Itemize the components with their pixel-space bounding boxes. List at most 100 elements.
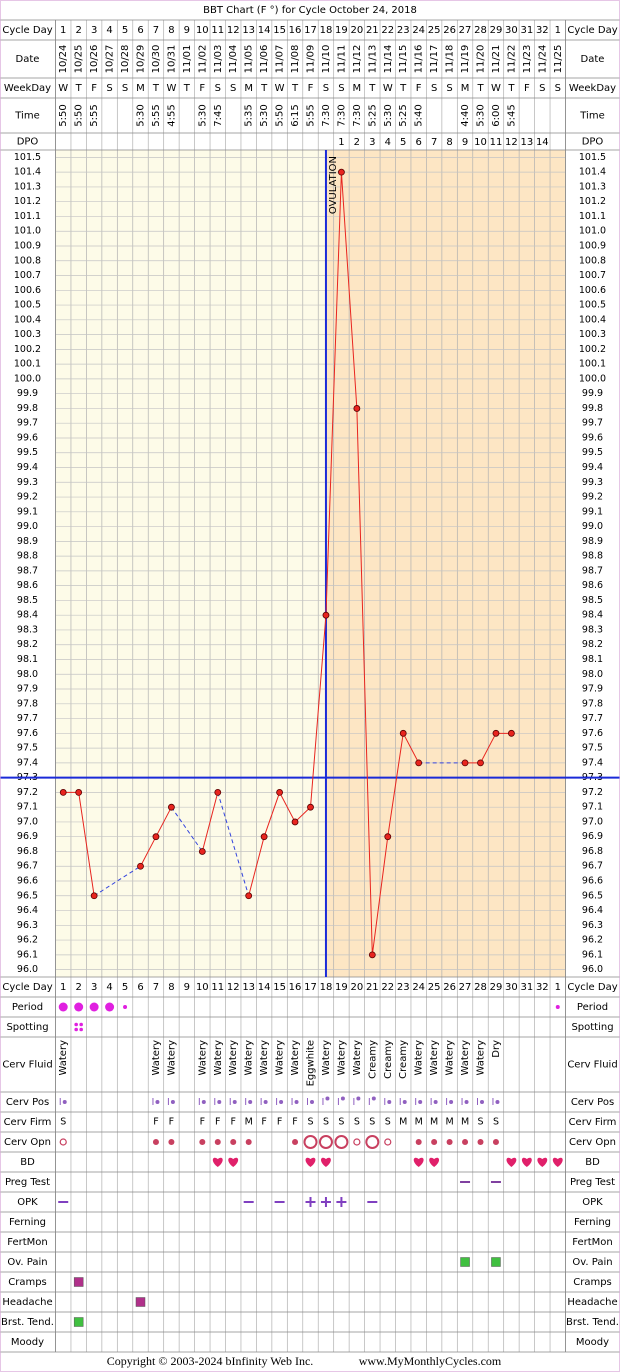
symbol-square: [460, 1257, 470, 1267]
cell-text: S: [60, 1117, 66, 1128]
copyright: Copyright © 2003-2024 bInfinity Web Inc.: [107, 1354, 314, 1368]
y-tick-label: 98.3: [17, 624, 38, 635]
temp-point: [214, 789, 222, 796]
date: 11/13: [367, 45, 378, 74]
cycle-day: 5: [122, 25, 128, 36]
fluid-text: Watery: [414, 1040, 425, 1076]
y-tick-label: 100.3: [14, 329, 41, 340]
y-tick-label: 99.1: [17, 506, 38, 517]
cycle-day: 24: [412, 25, 425, 36]
fluid-text: Watery: [336, 1040, 347, 1076]
symbol-dot: [492, 1139, 499, 1145]
y-tick-label: 99.7: [17, 418, 38, 429]
cell-text: F: [230, 1117, 235, 1128]
dpo: 6: [415, 137, 421, 148]
row-label-right: OPK: [582, 1197, 603, 1208]
y-tick-label: 96.5: [17, 890, 38, 901]
y-tick-label-right: 97.7: [582, 713, 603, 724]
cycle-day-bottom: 1: [555, 982, 561, 993]
time: 5:55: [306, 104, 317, 126]
symbol-dot: [199, 1139, 206, 1145]
symbol-dot: [58, 1002, 68, 1012]
cycle-day-bottom: 6: [137, 982, 143, 993]
y-tick-label-right: 97.1: [582, 802, 603, 813]
dpo: 3: [369, 137, 375, 148]
temp-point: [291, 818, 299, 826]
symbol-dot: [155, 1100, 160, 1104]
fluid-text: Dry: [491, 1040, 502, 1058]
temp-point: [477, 759, 484, 767]
y-tick-label-right: 97.0: [582, 816, 603, 827]
cycle-day-bottom: 11: [211, 982, 224, 993]
y-tick-label: 96.3: [17, 920, 38, 931]
y-tick-label: 100.5: [14, 300, 41, 311]
cell-text: F: [200, 1117, 205, 1128]
weekday: W: [58, 83, 68, 94]
y-tick-label-right: 98.1: [582, 654, 603, 665]
row-label-right: Cerv Fluid: [567, 1060, 617, 1071]
weekday: M: [353, 83, 362, 94]
weekday: S: [555, 83, 561, 94]
weekday: F: [416, 83, 422, 94]
time: 5:30: [383, 104, 394, 126]
symbol-dot: [325, 1096, 330, 1101]
y-tick-label: 101.5: [14, 152, 41, 163]
y-tick-label-right: 99.9: [582, 388, 603, 399]
time: 5:30: [197, 104, 208, 126]
y-tick-label-right: 99.0: [582, 521, 603, 532]
weekday: S: [539, 83, 545, 94]
cycle-day: 16: [289, 25, 302, 36]
temp-point: [322, 611, 330, 619]
cycle-day-bottom: 14: [258, 982, 271, 993]
weekday: W: [383, 83, 393, 94]
cycle-day: 23: [397, 25, 410, 36]
y-tick-label-right: 99.2: [582, 492, 603, 503]
cell-text: F: [277, 1117, 282, 1128]
symbol-ring: [334, 1135, 349, 1149]
symbol-dot: [168, 1139, 175, 1145]
y-tick-label-right: 96.6: [582, 876, 603, 887]
cycle-day-bottom: 30: [505, 982, 518, 993]
row-label: Cramps: [8, 1277, 47, 1288]
weekday: S: [431, 83, 437, 94]
temp-line: [201, 792, 219, 852]
y-tick-label-right: 98.4: [582, 610, 603, 621]
cycle-day: 30: [505, 25, 518, 36]
symbol-heart: [552, 1157, 563, 1167]
weekday: T: [476, 83, 484, 94]
y-tick-label-right: 98.9: [582, 536, 603, 547]
cycle-day: 11: [211, 25, 224, 36]
symbol-plus: [305, 1197, 316, 1207]
symbol-ring: [365, 1135, 380, 1149]
symbol-plus: [320, 1197, 331, 1207]
fluid-text: Creamy: [383, 1040, 394, 1079]
dpo: 13: [520, 137, 533, 148]
temp-point: [399, 729, 407, 737]
date: 11/08: [290, 45, 301, 74]
y-tick-label-right: 96.5: [582, 890, 603, 901]
symbol-dot: [79, 1022, 83, 1027]
y-tick-label: 99.9: [17, 388, 38, 399]
row-label-right: Brst. Tend.: [566, 1317, 619, 1328]
weekday: S: [106, 83, 112, 94]
y-tick-label-right: 100.4: [579, 314, 606, 325]
symbol-dot: [214, 1139, 221, 1145]
symbol-dot: [480, 1100, 484, 1104]
y-tick-label-right: 97.2: [582, 787, 603, 798]
date: 11/15: [398, 45, 409, 74]
row-label: Headache: [2, 1297, 52, 1308]
cycle-day: 4: [106, 25, 112, 36]
symbol-dot: [387, 1100, 392, 1104]
fluid-text: Watery: [228, 1040, 239, 1076]
symbol-dot: [292, 1139, 299, 1145]
cycle-day-bottom: 29: [490, 982, 503, 993]
time: 5:25: [367, 104, 378, 126]
symbol-dot: [232, 1100, 237, 1104]
row-label: Ov. Pain: [7, 1257, 47, 1268]
y-tick-label: 96.7: [17, 861, 38, 872]
y-tick-label-right: 96.9: [582, 831, 603, 842]
row-label: Preg Test: [5, 1177, 50, 1188]
date: 10/25: [74, 45, 85, 74]
temp-point: [152, 833, 160, 841]
